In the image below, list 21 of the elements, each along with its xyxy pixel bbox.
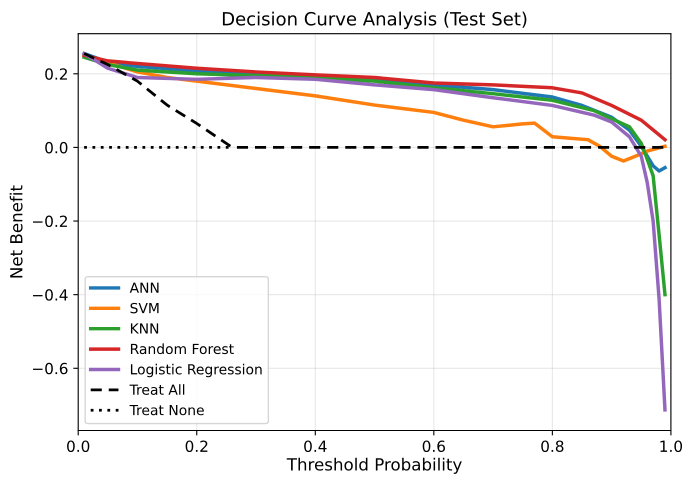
x-axis-title: Threshold Probability (286, 458, 462, 474)
legend-label: Random Forest (130, 343, 234, 354)
legend-label: Treat All (130, 384, 184, 395)
y-tick-label: −0.2 (33, 216, 67, 228)
x-tick-label: 0.0 (67, 440, 90, 452)
x-tick-label: 0.6 (422, 440, 446, 452)
x-tick-label: 0.2 (186, 440, 208, 452)
x-tick-label: 1.0 (660, 440, 682, 452)
legend-label: Treat None (130, 404, 204, 416)
y-axis-title: Net Benefit (10, 185, 23, 278)
y-tick-label: 0.0 (45, 142, 68, 154)
chart-title: Decision Curve Analysis (Test Set) (222, 12, 526, 30)
y-tick-label: 0.2 (45, 68, 67, 80)
x-tick-label: 0.4 (304, 440, 327, 452)
x-tick-label: 0.8 (541, 440, 564, 452)
y-tick-label: −0.6 (33, 362, 68, 374)
legend-label: ANN (130, 282, 159, 293)
y-tick-label: −0.4 (33, 289, 68, 301)
legend-label: SVM (130, 302, 159, 314)
legend-label: KNN (130, 323, 158, 334)
legend-label: Logistic Regression (130, 364, 262, 378)
